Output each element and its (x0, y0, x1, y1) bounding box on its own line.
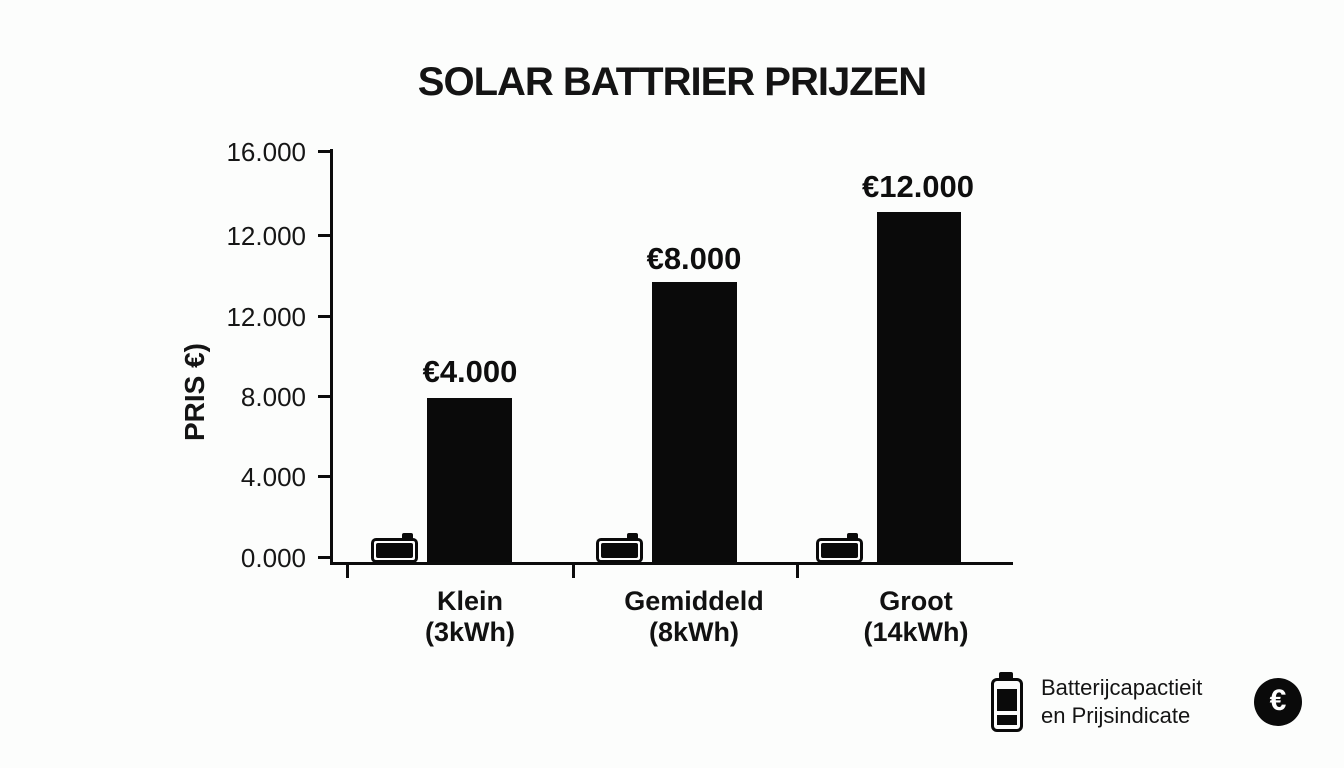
x-axis-tick (796, 565, 799, 578)
x-axis-line (330, 562, 1013, 565)
legend-text: Batterijcapactieit en Prijsindicate (1041, 674, 1202, 730)
y-axis-tick (318, 150, 333, 153)
x-axis-tick (572, 565, 575, 578)
y-tick-label: 12.000 (226, 221, 306, 251)
chart-title: SOLAR BATTRIER PRIJZEN (417, 60, 927, 104)
bar-klein (427, 398, 512, 562)
category-name: Gemiddeld (624, 586, 764, 616)
battery-terminal (999, 672, 1013, 679)
bar-gemiddeld (652, 282, 737, 562)
y-tick-label: 16.000 (226, 137, 306, 167)
y-axis-tick (318, 234, 333, 237)
category-capacity: (8kWh) (649, 617, 739, 647)
battery-icon (596, 533, 643, 563)
y-tick-label: 4.000 (240, 462, 306, 492)
bar-value-label: €4.000 (422, 354, 518, 389)
y-axis-tick (318, 556, 333, 559)
y-axis-line (330, 149, 333, 565)
y-tick-label: 12.000 (226, 302, 306, 332)
euro-coin-icon: € (1254, 678, 1302, 726)
battery-icon (371, 533, 418, 563)
battery-terminal (847, 533, 858, 541)
battery-icon (816, 533, 863, 563)
y-axis-tick (318, 315, 333, 318)
battery-capacity-icon (991, 672, 1023, 732)
category-capacity: (3kWh) (425, 617, 515, 647)
y-axis-tick (318, 395, 333, 398)
bar-value-label: €12.000 (861, 169, 975, 204)
battery-terminal (627, 533, 638, 541)
y-tick-label: 0.000 (240, 543, 306, 573)
y-axis-title: PRIS €) (179, 342, 210, 442)
legend-text-line1: Batterijcapactieit (1041, 675, 1203, 700)
x-axis-tick (346, 565, 349, 578)
category-name: Klein (436, 586, 503, 616)
legend-text-line2: en Prijsindicate (1041, 703, 1191, 728)
category-label-klein: Klein (3kWh) (360, 586, 580, 648)
category-label-groot: Groot (14kWh) (806, 586, 1026, 648)
category-capacity: (14kWh) (863, 617, 969, 647)
bar-groot (877, 212, 961, 562)
bar-value-label: €8.000 (646, 241, 742, 276)
category-name: Groot (879, 586, 953, 616)
legend: Batterijcapactieit en Prijsindicate € (984, 668, 1314, 738)
y-tick-label: 8.000 (240, 382, 306, 412)
battery-terminal (402, 533, 413, 541)
category-label-gemiddeld: Gemiddeld (8kWh) (584, 586, 804, 648)
y-axis-tick (318, 475, 333, 478)
